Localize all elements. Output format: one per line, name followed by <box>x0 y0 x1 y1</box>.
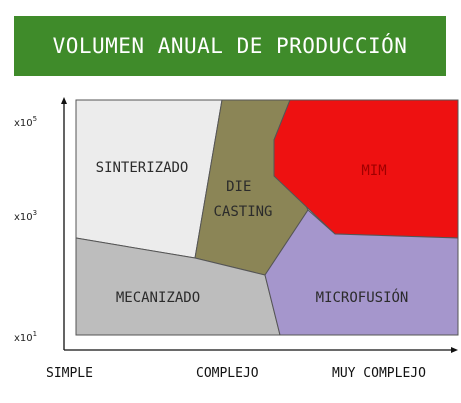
x-label-simple: SIMPLE <box>46 366 93 381</box>
label-mim: MIM <box>361 163 386 179</box>
chart-title: VOLUMEN ANUAL DE PRODUCCIÓN <box>14 16 446 76</box>
y-tick-label: x105 <box>14 115 37 129</box>
label-mecanizado: MECANIZADO <box>116 290 200 306</box>
label-microfusion: MICROFUSIÓN <box>316 288 409 306</box>
x-label-complejo: COMPLEJO <box>196 366 259 381</box>
label-die-casting: DIE CASTING <box>213 179 272 220</box>
y-axis-arrow-icon <box>61 97 67 104</box>
label-sinterizado: SINTERIZADO <box>96 160 189 176</box>
x-axis-arrow-icon <box>451 347 458 353</box>
y-tick-label: x101 <box>14 330 37 344</box>
y-tick-label: x103 <box>14 209 37 223</box>
x-label-muy-complejo: MUY COMPLEJO <box>332 366 426 381</box>
diagram-frame <box>75 99 459 336</box>
